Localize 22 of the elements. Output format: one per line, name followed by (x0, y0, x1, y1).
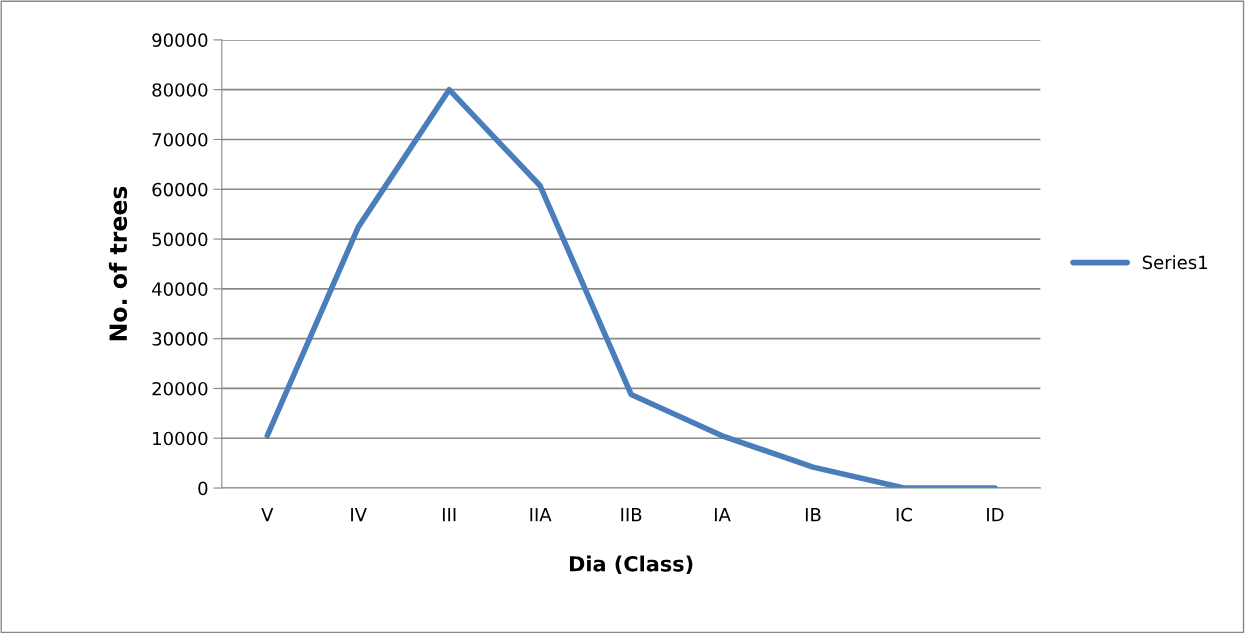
legend-label: Series1 (1142, 255, 1207, 270)
y-tick-label: 90000 (152, 33, 208, 47)
x-tick-label: ID (987, 508, 1004, 522)
y-axis-title: No. of trees (108, 186, 128, 341)
x-axis-title: Dia (Class) (569, 555, 693, 575)
y-tick-label: 20000 (152, 381, 208, 396)
x-tick-label: IC (896, 507, 912, 522)
x-tick-label: IV (351, 508, 367, 522)
y-tick-label: 40000 (152, 282, 208, 296)
x-tick-label: IB (805, 508, 821, 522)
y-tick-label: 30000 (152, 332, 208, 346)
x-tick-label: III (442, 508, 456, 522)
y-tick-label: 50000 (152, 232, 208, 247)
y-tick-label: 70000 (152, 132, 208, 147)
x-tick-label: IIA (530, 508, 552, 522)
y-tick-label: 80000 (152, 83, 208, 97)
y-tick-label: 0 (198, 481, 208, 496)
x-tick-label: IA (714, 508, 731, 522)
x-tick-label: V (261, 508, 274, 522)
y-tick-label: 10000 (153, 431, 208, 446)
x-tick-label: IIB (621, 508, 642, 522)
y-tick-label: 60000 (152, 182, 208, 197)
